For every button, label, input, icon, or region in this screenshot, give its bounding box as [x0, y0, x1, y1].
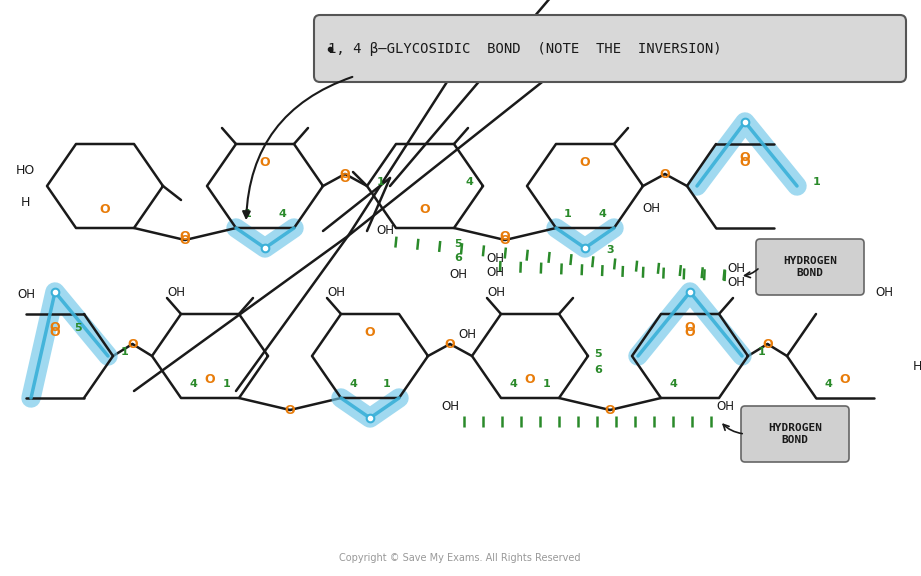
Text: 4: 4 [509, 379, 517, 389]
Text: O: O [740, 157, 751, 169]
Text: 6: 6 [594, 365, 602, 375]
Text: OH: OH [167, 286, 185, 298]
Text: 4: 4 [278, 209, 286, 219]
Text: OH: OH [327, 286, 345, 298]
Text: OH: OH [458, 328, 476, 340]
Text: O: O [579, 157, 590, 169]
Text: OH: OH [449, 268, 467, 282]
Text: 1: 1 [122, 347, 129, 357]
Text: O: O [740, 151, 751, 164]
Text: 1, 4 β–GLYCOSIDIC  BOND  (NOTE  THE  INVERSION): 1, 4 β–GLYCOSIDIC BOND (NOTE THE INVERSI… [328, 42, 722, 56]
Text: HO: HO [16, 164, 35, 176]
Text: O: O [500, 233, 510, 247]
Text: 4: 4 [598, 209, 606, 219]
Text: O: O [340, 168, 350, 180]
Text: OH: OH [727, 276, 745, 290]
Text: O: O [180, 229, 191, 242]
Text: O: O [365, 327, 376, 339]
Text: 1: 1 [813, 177, 821, 187]
Text: O: O [99, 203, 111, 215]
Text: 6: 6 [454, 253, 462, 263]
Text: 5: 5 [454, 239, 461, 249]
FancyBboxPatch shape [756, 239, 864, 295]
Text: HYDROGEN
BOND: HYDROGEN BOND [783, 256, 837, 278]
Text: OH: OH [376, 225, 394, 237]
FancyBboxPatch shape [741, 406, 849, 462]
Text: O: O [445, 338, 455, 351]
Text: OH: OH [486, 252, 504, 264]
Text: 1: 1 [543, 379, 551, 389]
Text: 3: 3 [606, 245, 613, 255]
Text: 5: 5 [594, 349, 601, 359]
Text: HYDROGEN
BOND: HYDROGEN BOND [768, 423, 822, 445]
Text: 1: 1 [383, 379, 391, 389]
Text: O: O [659, 168, 670, 180]
Text: 4: 4 [824, 379, 832, 389]
Text: O: O [420, 203, 430, 215]
Text: 1: 1 [223, 379, 231, 389]
Text: H: H [913, 359, 921, 373]
Text: 1: 1 [565, 209, 572, 219]
Text: O: O [684, 327, 695, 339]
Text: O: O [763, 338, 773, 351]
Text: OH: OH [716, 400, 734, 412]
Text: H: H [20, 195, 29, 209]
Text: OH: OH [727, 262, 745, 275]
Text: O: O [204, 373, 216, 385]
Text: OH: OH [17, 287, 35, 301]
Text: 1: 1 [244, 209, 251, 219]
Text: OH: OH [875, 286, 893, 298]
Text: O: O [50, 321, 60, 335]
Text: O: O [500, 229, 510, 242]
Text: O: O [285, 404, 296, 416]
Text: O: O [684, 321, 695, 335]
Text: O: O [605, 404, 615, 416]
Text: 5: 5 [75, 323, 82, 333]
Text: OH: OH [441, 400, 459, 412]
Text: 1: 1 [377, 177, 385, 187]
Text: O: O [840, 373, 850, 385]
Text: O: O [525, 373, 535, 385]
Text: OH: OH [486, 266, 504, 279]
Text: O: O [180, 233, 191, 247]
Text: O: O [260, 157, 270, 169]
Text: OH: OH [642, 202, 660, 214]
Text: 1: 1 [758, 347, 766, 357]
Text: O: O [50, 327, 60, 339]
Text: 4: 4 [465, 177, 473, 187]
Text: Copyright © Save My Exams. All Rights Reserved: Copyright © Save My Exams. All Rights Re… [339, 553, 581, 563]
Text: O: O [127, 338, 138, 351]
FancyBboxPatch shape [314, 15, 906, 82]
Text: OH: OH [487, 286, 505, 298]
Text: 4: 4 [349, 379, 357, 389]
Text: O: O [340, 172, 350, 184]
Text: 4: 4 [189, 379, 197, 389]
Text: 4: 4 [669, 379, 677, 389]
